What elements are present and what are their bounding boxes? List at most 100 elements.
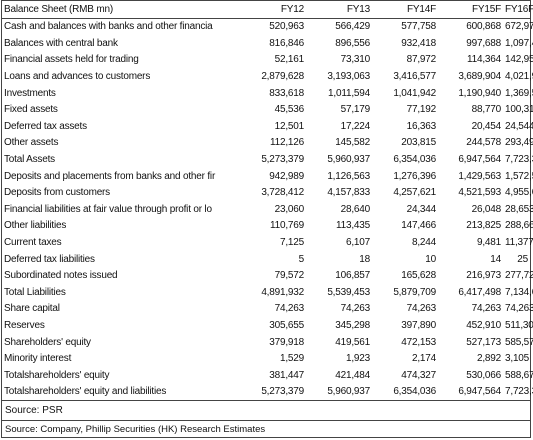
row-value: 672,972: [505, 21, 533, 33]
row-label: Cash and balances with banks and other f…: [4, 21, 213, 33]
row-value: 1,572,520: [505, 170, 533, 182]
row-value: 1,369,580: [505, 87, 533, 99]
row-value: 2,892: [476, 353, 501, 365]
row-value: 6,947,564: [458, 154, 501, 166]
row-label: Total Assets: [4, 154, 55, 166]
row-value: 106,857: [335, 270, 370, 282]
column-header: FY15F: [438, 1, 503, 19]
row-label: Reserves: [4, 319, 45, 331]
table-row: Deposits from customers 3,728,412 4,157,83…: [2, 185, 533, 202]
row-value: 28,640: [340, 203, 371, 215]
row-value: 4,955,666: [505, 187, 533, 199]
row-value: 5,879,709: [393, 286, 436, 298]
row-value: 277,726: [505, 270, 533, 282]
row-value: 16,363: [406, 120, 437, 132]
row-value: 5,539,453: [327, 286, 370, 298]
row-label: Investments: [4, 87, 56, 99]
row-value: 6,417,498: [458, 286, 501, 298]
row-value: 165,628: [401, 270, 436, 282]
row-value: 2,174: [411, 353, 436, 365]
row-value: 77,192: [406, 104, 437, 116]
row-value: 288,664: [505, 220, 533, 232]
row-value: 26,048: [471, 203, 502, 215]
row-label: Loans and advances to customers: [4, 71, 151, 83]
table-row: Totalshareholders' equity and liabilitie…: [2, 384, 533, 401]
column-header: FY14F: [372, 1, 438, 19]
row-value: 1,190,940: [458, 87, 501, 99]
table-row: Current taxes 7,125 6,107 8,244 9,481 11,377: [2, 235, 533, 252]
row-value: 6,354,036: [393, 386, 436, 398]
row-value: 4,521,593: [458, 187, 501, 199]
table-title: Balance Sheet (RMB mn): [2, 1, 248, 19]
row-value: 4,891,932: [261, 286, 304, 298]
row-value: 293,493: [505, 137, 533, 149]
table-row: Total Assets 5,273,379 5,960,937 6,354,036 6…: [2, 152, 533, 169]
row-value: 113,435: [335, 220, 370, 232]
row-label: Deposits from customers: [4, 187, 110, 199]
row-value: 1,923: [345, 353, 370, 365]
table-row: Cash and balances with banks and other f…: [2, 19, 533, 36]
table-row: Total Liabilities 4,891,932 5,539,453 5,879…: [2, 285, 533, 302]
table-row: Loans and advances to customers 2,879,628…: [2, 69, 533, 86]
table-row: Deferred tax assets 12,501 17,224 16,363 20,…: [2, 119, 533, 136]
row-value: 45,536: [274, 104, 305, 116]
row-value: 588,675: [505, 369, 533, 381]
row-value: 1,041,942: [393, 87, 436, 99]
header-row: Balance Sheet (RMB mn) FY12 FY13 FY14F FY15F…: [2, 1, 533, 19]
row-value: 57,179: [340, 104, 371, 116]
row-value: 1,276,396: [393, 170, 436, 182]
table-row: Balances with central bank 816,846 896,556…: [2, 36, 533, 53]
row-value: 147,466: [401, 220, 436, 232]
row-value: 527,173: [466, 336, 501, 348]
row-value: 216,973: [466, 270, 501, 282]
balance-table: Balance Sheet (RMB mn) FY12 FY13 FY14F FY15F…: [2, 1, 533, 401]
row-value: 397,890: [401, 319, 436, 331]
row-value: 74,263: [274, 303, 305, 315]
row-value: 6,107: [345, 237, 370, 249]
table-row: Share capital 74,263 74,263 74,263 74,263 74,…: [2, 301, 533, 318]
row-value: 305,655: [269, 319, 304, 331]
row-value: 511,307: [505, 319, 533, 331]
row-value: 6,354,036: [393, 154, 436, 166]
row-label: Fixed assets: [4, 104, 58, 116]
row-value: 1,126,563: [327, 170, 370, 182]
row-value: 23,060: [274, 203, 305, 215]
row-value: 7,125: [279, 237, 304, 249]
row-label: Balances with central bank: [4, 37, 118, 49]
row-label: Other liabilities: [4, 220, 67, 232]
row-value: 421,484: [335, 369, 370, 381]
table-row: Deferred tax liabilities 5 18 10 14 25: [2, 251, 530, 268]
row-value: 5: [298, 253, 305, 265]
row-value: 8,244: [411, 237, 436, 249]
row-value: 1,529: [279, 353, 304, 365]
row-label: Total Liabilities: [4, 286, 66, 298]
row-value: 244,578: [466, 137, 501, 149]
row-value: 2,879,628: [261, 71, 304, 83]
row-value: 73,310: [340, 54, 371, 66]
row-value: 74,263: [406, 303, 437, 315]
row-value: 7,134,631: [505, 286, 533, 298]
row-value: 1,429,563: [458, 170, 501, 182]
row-value: 585,570: [505, 336, 533, 348]
row-value: 5,960,937: [327, 154, 370, 166]
row-value: 11,377: [505, 237, 533, 249]
row-value: 942,989: [269, 170, 304, 182]
row-value: 530,066: [466, 369, 501, 381]
row-value: 145,582: [335, 137, 370, 149]
table-row: Other liabilities 110,769 113,435 147,466 21…: [2, 218, 533, 235]
row-value: 5,273,379: [261, 386, 304, 398]
row-value: 381,447: [269, 369, 304, 381]
row-value: 112,126: [269, 137, 304, 149]
footer-note: Source: Company, Phillip Securities (HK)…: [2, 420, 530, 438]
row-label: Other assets: [4, 137, 59, 149]
row-value: 520,963: [269, 21, 304, 33]
row-value: 419,561: [335, 336, 370, 348]
table-row: Subordinated notes issued 79,572 106,857 16…: [2, 268, 533, 285]
row-label: Totalshareholders' equity: [4, 369, 110, 381]
column-header: FY12: [248, 1, 306, 19]
row-value: 18: [359, 253, 370, 265]
table-row: Deposits and placements from banks and o…: [2, 168, 533, 185]
row-value: 577,758: [401, 21, 436, 33]
